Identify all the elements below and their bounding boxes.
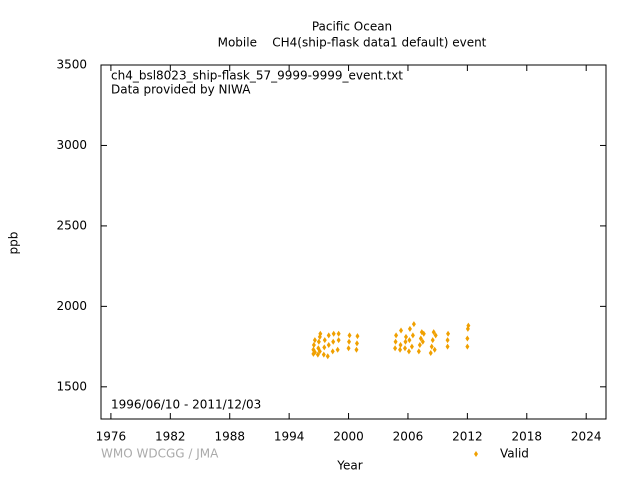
data-point xyxy=(465,343,470,350)
data-point xyxy=(346,345,351,352)
data-point xyxy=(410,332,415,339)
data-point xyxy=(326,332,331,339)
data-point xyxy=(409,343,414,350)
data-point xyxy=(418,335,423,342)
x-tick-label: 2018 xyxy=(512,430,543,444)
annotation: Data provided by NIWA xyxy=(111,83,251,97)
data-point xyxy=(432,346,437,353)
data-point xyxy=(331,338,336,345)
data-point xyxy=(355,333,360,340)
x-tick-label: 2000 xyxy=(333,430,364,444)
data-point xyxy=(316,338,321,345)
x-tick-label: 1976 xyxy=(96,430,127,444)
data-point xyxy=(393,345,398,352)
y-tick-label: 2000 xyxy=(56,299,87,313)
chart-subtitle: Mobile CH4(ship-flask data1 default) eve… xyxy=(218,36,487,50)
data-point xyxy=(445,337,450,344)
data-point xyxy=(317,348,322,355)
data-point xyxy=(399,327,404,334)
data-point xyxy=(398,346,403,353)
data-point xyxy=(322,344,327,351)
plot-frame xyxy=(100,64,607,420)
y-tick-label: 1500 xyxy=(56,379,87,393)
data-point xyxy=(354,340,359,347)
data-point xyxy=(398,341,403,348)
data-point xyxy=(394,332,399,339)
credit: WMO WDCGG / JMA xyxy=(101,447,219,461)
data-point xyxy=(402,345,407,352)
data-point xyxy=(335,346,340,353)
x-tick-label: 1994 xyxy=(274,430,305,444)
data-point xyxy=(347,332,352,339)
data-point xyxy=(321,351,326,358)
data-point xyxy=(465,335,470,342)
data-point xyxy=(407,325,412,332)
x-tick-label: 2012 xyxy=(452,430,483,444)
data-point xyxy=(445,343,450,350)
x-tick-label: 1988 xyxy=(214,430,245,444)
data-point xyxy=(331,330,336,337)
data-point xyxy=(336,337,341,344)
annotation: ch4_bsl8023_ship-flask_57_9999-9999_even… xyxy=(111,69,403,83)
y-tick-label: 2500 xyxy=(56,218,87,232)
y-tick-label: 3000 xyxy=(56,138,87,152)
data-point xyxy=(406,348,411,355)
data-point xyxy=(403,333,408,340)
x-tick-label: 2024 xyxy=(571,430,602,444)
data-point xyxy=(325,353,330,360)
data-point xyxy=(312,349,317,356)
data-point xyxy=(407,337,412,344)
data-point xyxy=(431,329,436,336)
y-axis-label: ppb xyxy=(7,232,21,255)
data-point xyxy=(416,348,421,355)
legend-marker xyxy=(474,451,478,457)
chart-title: Pacific Ocean xyxy=(312,20,392,34)
data-point xyxy=(446,330,451,337)
data-point xyxy=(430,337,435,344)
data-point xyxy=(421,330,426,337)
data-point xyxy=(354,346,359,353)
data-point xyxy=(315,351,320,358)
data-point xyxy=(411,321,416,328)
data-point xyxy=(330,348,335,355)
data-point xyxy=(322,337,327,344)
data-point xyxy=(428,350,433,357)
x-tick-label: 1982 xyxy=(155,430,186,444)
data-point xyxy=(326,341,331,348)
data-point xyxy=(420,338,425,345)
x-axis-label: Year xyxy=(336,459,362,473)
data-point xyxy=(429,343,434,350)
annotation: 1996/06/10 - 2011/12/03 xyxy=(111,398,261,412)
data-point xyxy=(433,332,438,339)
data-point xyxy=(347,338,352,345)
data-point xyxy=(393,338,398,345)
data-point xyxy=(336,330,341,337)
data-point xyxy=(466,322,471,329)
x-tick-label: 2006 xyxy=(393,430,424,444)
data-point xyxy=(403,338,408,345)
data-point xyxy=(312,337,317,344)
y-tick-label: 3500 xyxy=(56,58,87,72)
data-point xyxy=(318,330,323,337)
data-point xyxy=(417,341,422,348)
data-point xyxy=(311,341,316,348)
legend-label: Valid xyxy=(500,447,529,461)
